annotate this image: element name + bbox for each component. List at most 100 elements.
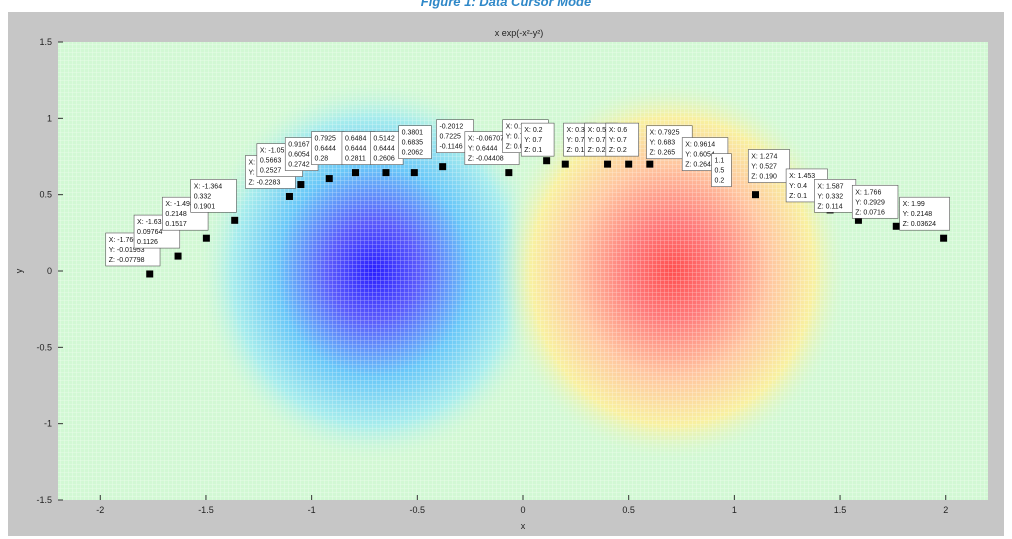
datatip[interactable]: X: 1.587 Y: 0.332 Z: 0.114 xyxy=(814,179,857,213)
datatip-text: 0.6444 xyxy=(314,146,336,153)
datatip-text: Z: -0.07798 xyxy=(109,257,145,264)
datatip-text: 0.5663 xyxy=(260,158,282,165)
datatip-box xyxy=(520,122,555,157)
datatip-text: Z: 0.03624 xyxy=(903,221,937,228)
data-point xyxy=(202,234,210,242)
datatip[interactable]: 0.5142 0.6444 0.2606 xyxy=(370,131,404,165)
y-tick-label: 0 xyxy=(47,266,52,276)
datatip-text: 0.6484 xyxy=(345,136,367,143)
datatip-box xyxy=(711,153,732,187)
datatip-text: 0.2148 xyxy=(165,211,187,218)
data-point xyxy=(325,175,333,183)
y-tick-label: 1 xyxy=(47,113,52,123)
x-tick-label: 1.5 xyxy=(834,505,847,515)
datatip-text: X: -1.051 xyxy=(260,148,289,155)
datatip[interactable]: 1.1 0.5 0.2 xyxy=(711,153,732,187)
datatip-box xyxy=(814,179,857,213)
datatip-text: Y: 0.6444 xyxy=(468,146,498,153)
datatip-text: -0.1146 xyxy=(439,144,462,151)
datatip[interactable]: X: 1.274 Y: 0.527 Z: 0.190 xyxy=(747,149,790,183)
x-tick-label: -0.5 xyxy=(410,505,426,515)
y-axis-label: y xyxy=(14,268,24,273)
datatip-text: 0.332 xyxy=(194,193,212,200)
data-point xyxy=(854,216,862,224)
y-tick-label: -1.5 xyxy=(36,495,52,505)
datatip-text: Z: 0.1 xyxy=(789,193,807,200)
datatip[interactable]: X: 1.766 Y: 0.2929 Z: 0.0716 xyxy=(851,184,899,219)
datatip-text: 0.2527 xyxy=(260,168,282,175)
datatip-text: Y: 0.683 xyxy=(650,140,676,147)
data-point xyxy=(646,160,654,168)
datatip[interactable]: X: -1.364 0.332 0.1901 xyxy=(190,179,237,213)
data-point xyxy=(351,169,359,177)
data-point xyxy=(625,160,633,168)
data-point xyxy=(231,216,239,224)
datatip-text: 0.1517 xyxy=(165,221,187,228)
data-point xyxy=(146,270,154,278)
chart: x exp(-x²-y²) -2 -1.5 -1 -0.5 0 0.5 1 1.5 2 1.5 1 0… xyxy=(14,28,988,531)
datatip[interactable]: X: 1.99 Y: 0.2148 Z: 0.03624 xyxy=(899,196,950,231)
datatip-text: X: 1.766 xyxy=(855,189,881,196)
datatip[interactable]: 0.3801 0.6835 0.2062 xyxy=(398,125,432,159)
datatip-text: Y: -0.01953 xyxy=(109,247,145,254)
datatip-box xyxy=(311,131,345,165)
data-point xyxy=(892,222,900,230)
datatip-text: Z: 0.1 xyxy=(524,147,542,154)
datatip-text: Y: 0.7 xyxy=(524,137,542,144)
y-tick-label: 1.5 xyxy=(39,37,52,47)
datatip-box xyxy=(190,179,237,213)
datatip-text: 0.5142 xyxy=(373,136,395,143)
datatip[interactable]: 0.7925 0.6444 0.28 xyxy=(311,131,345,165)
datatip-text: Z: 0.265 xyxy=(650,150,676,157)
datatip[interactable]: X: -1.498 0.2148 0.1517 xyxy=(162,196,209,231)
y-tick-label: -0.5 xyxy=(36,342,52,352)
x-tick-label: -2 xyxy=(96,505,104,515)
datatips[interactable]: X: -1.766 Y: -0.01953 Z: -0.07798 X: -1.632… xyxy=(105,119,950,267)
datatip-text: 0.1901 xyxy=(194,203,216,210)
datatip-box xyxy=(747,149,790,183)
datatip-text: X: -1.632 xyxy=(137,219,166,226)
datatip-text: Y: 0.7225 xyxy=(506,134,536,141)
data-point xyxy=(382,169,390,177)
datatip-text: 0.2742 xyxy=(288,162,310,169)
datatip-text: 0.2062 xyxy=(402,150,424,157)
datatip-text: Z: -0.2283 xyxy=(248,179,280,186)
datatip-text: Y: 0.527 xyxy=(751,164,777,171)
datatip-text: Z: 0.2 xyxy=(588,147,606,154)
datatip-box xyxy=(851,184,899,219)
datatip-text: X: 0.9614 xyxy=(685,142,715,149)
datatip-text: 0.6444 xyxy=(373,146,395,153)
mesh-grid xyxy=(58,42,988,500)
datatip-text: X: -1.364 xyxy=(194,183,223,190)
x-tick-label: 2 xyxy=(943,505,948,515)
datatip-text: Y: 0.7 xyxy=(609,137,627,144)
datatip-text: 0.09764 xyxy=(137,229,162,236)
data-point xyxy=(297,181,305,189)
datatip-text: X: -1.498 xyxy=(165,201,194,208)
datatip-text: 0.2 xyxy=(715,178,725,185)
datatip-text: Z: 0.0655 xyxy=(506,144,536,151)
datatip-text: Y: 0.6054 xyxy=(685,152,715,159)
datatip-text: 0.6835 xyxy=(402,140,424,147)
datatip-text: X: 0.5 xyxy=(588,127,606,134)
datatip-box xyxy=(341,131,376,165)
x-tick-label: 1 xyxy=(732,505,737,515)
datatip-text: Z: 0.114 xyxy=(817,203,842,210)
datatip-text: Z: 0.0716 xyxy=(855,209,885,216)
datatip-text: Y: 0.4 xyxy=(789,183,807,190)
datatip-text: Z: 0.1 xyxy=(567,147,585,154)
plot-area xyxy=(58,42,988,500)
window-title: Figure 1: Data Cursor Mode xyxy=(420,0,592,9)
datatip-text: X: 0.7925 xyxy=(650,130,680,137)
datatip-text: 0.7225 xyxy=(439,134,461,141)
data-point xyxy=(410,169,418,177)
datatip-text: Y: 0.332 xyxy=(817,193,843,200)
datatip-text: 0.9167 xyxy=(288,142,310,149)
datatip-text: 0.6054 xyxy=(288,152,310,159)
datatip[interactable]: X: 0.6 Y: 0.7 Z: 0.2 xyxy=(605,122,639,157)
datatip-text: Y: 0.2148 xyxy=(903,211,933,218)
datatip[interactable]: 0.6484 0.6444 0.2811 xyxy=(341,131,376,165)
datatip-text: 0.7925 xyxy=(314,136,336,143)
datatip-box xyxy=(370,131,404,165)
datatip[interactable]: X: 0.2 Y: 0.7 Z: 0.1 xyxy=(520,122,555,157)
